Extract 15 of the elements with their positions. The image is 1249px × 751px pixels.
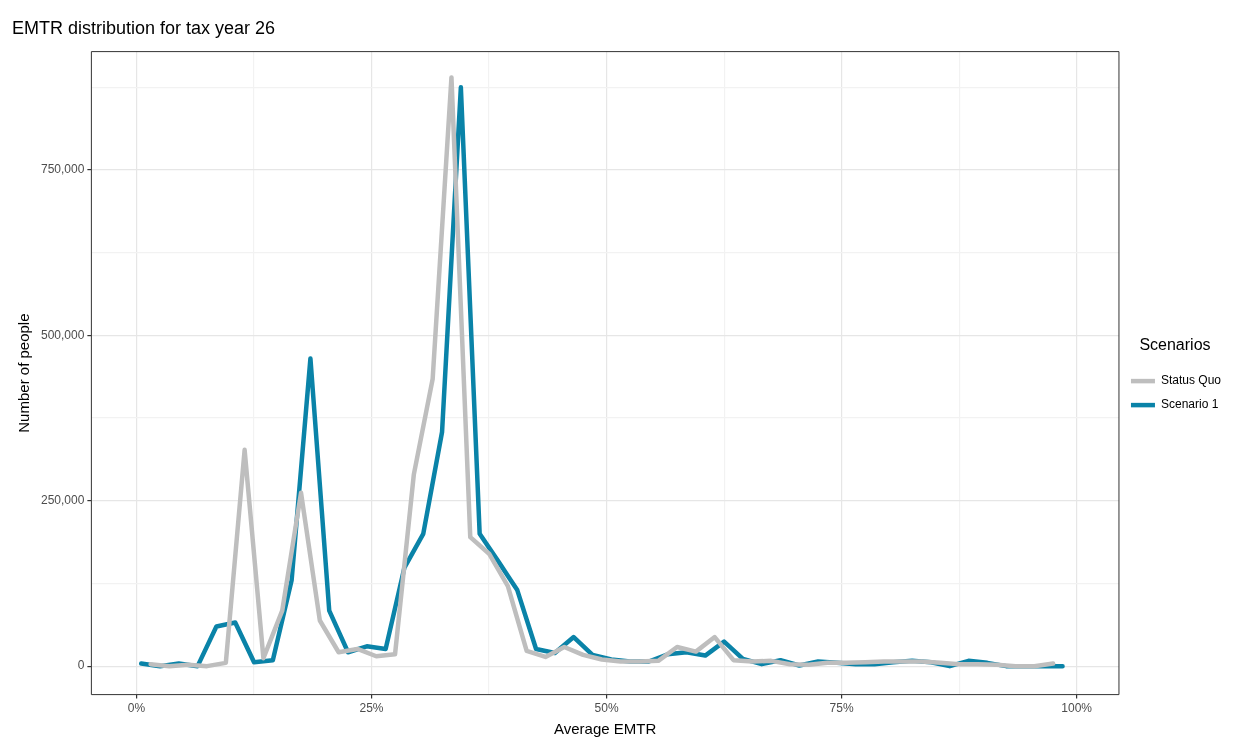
- legend-label: Scenario 1: [1160, 397, 1219, 412]
- y-tick-label: 0: [77, 658, 85, 673]
- x-tick-label: 25%: [359, 701, 384, 716]
- x-axis-title: Average EMTR: [554, 720, 657, 738]
- x-tick-label: 75%: [829, 701, 854, 716]
- x-tick-label: 50%: [594, 701, 619, 716]
- x-tick-label: 100%: [1061, 701, 1093, 716]
- y-axis-title: Number of people: [15, 313, 33, 433]
- y-tick-label: 750,000: [40, 162, 85, 177]
- x-tick-label: 0%: [127, 701, 146, 716]
- chart-title: EMTR distribution for tax year 26: [12, 17, 276, 38]
- y-tick-label: 500,000: [40, 327, 85, 342]
- legend-title: Scenarios: [1139, 336, 1211, 354]
- y-tick-label: 250,000: [40, 493, 85, 508]
- legend-label: Status Quo: [1160, 373, 1222, 388]
